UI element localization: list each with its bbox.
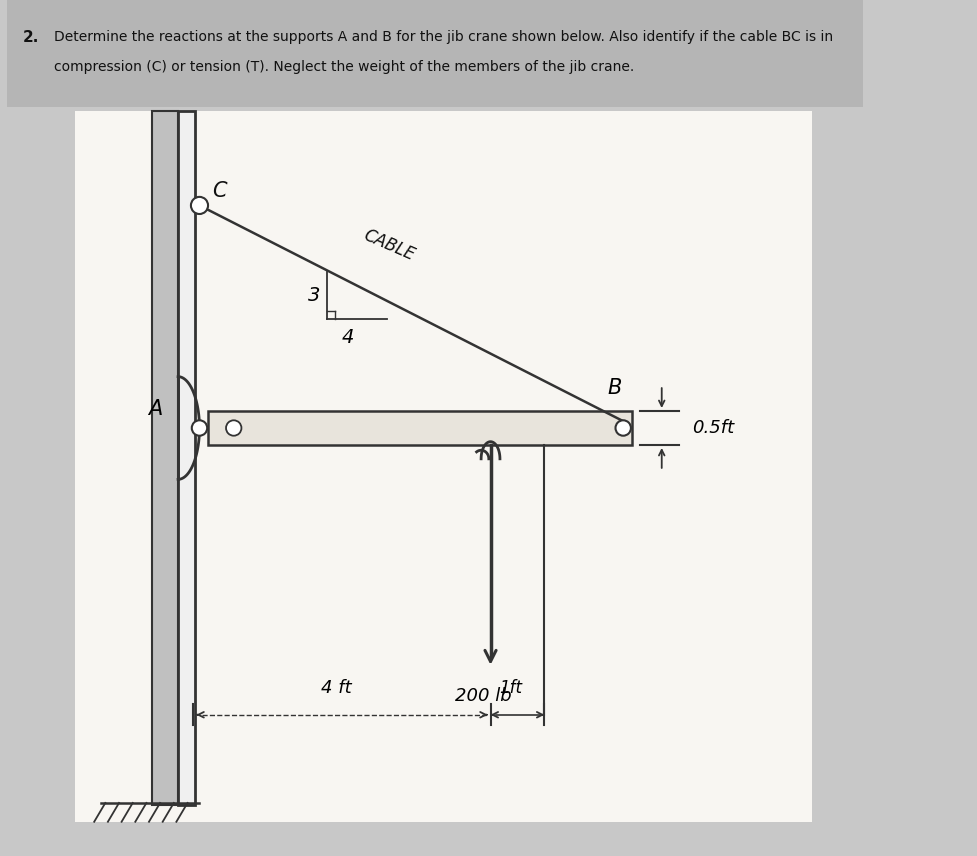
FancyBboxPatch shape	[75, 111, 812, 822]
Text: CABLE: CABLE	[361, 226, 417, 264]
Circle shape	[191, 420, 207, 436]
FancyBboxPatch shape	[178, 111, 195, 805]
Text: A: A	[149, 399, 162, 419]
FancyBboxPatch shape	[7, 0, 863, 107]
Text: C: C	[212, 181, 227, 201]
Text: 0.5ft: 0.5ft	[692, 419, 734, 437]
Text: 1ft: 1ft	[499, 680, 522, 698]
Text: 3: 3	[308, 286, 320, 306]
Text: B: B	[608, 377, 622, 398]
Circle shape	[616, 420, 631, 436]
Text: 4: 4	[342, 328, 355, 348]
Text: Determine the reactions at the supports A and B for the jib crane shown below. A: Determine the reactions at the supports …	[54, 30, 833, 44]
Text: 4 ft: 4 ft	[320, 680, 352, 698]
FancyBboxPatch shape	[152, 111, 178, 805]
FancyBboxPatch shape	[208, 411, 632, 445]
Text: 200 lb: 200 lb	[455, 687, 512, 704]
Text: compression (C) or tension (T). Neglect the weight of the members of the jib cra: compression (C) or tension (T). Neglect …	[54, 60, 634, 74]
Circle shape	[226, 420, 241, 436]
Circle shape	[191, 197, 208, 214]
Text: 2.: 2.	[22, 30, 39, 45]
